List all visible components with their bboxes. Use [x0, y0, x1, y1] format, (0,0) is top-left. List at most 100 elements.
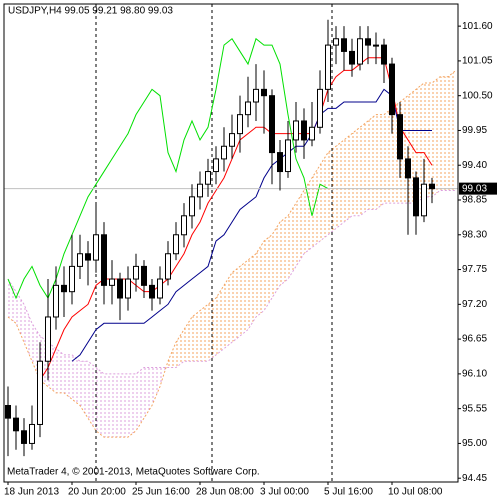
candle-body	[37, 360, 43, 425]
x-tick-label: 18 Jun 2013	[4, 487, 59, 498]
cloud-segment	[16, 291, 24, 343]
candle-body	[69, 265, 75, 293]
x-tick-label: 28 Jun 08:00	[196, 487, 254, 498]
candle-body	[381, 44, 387, 65]
cloud-segment	[360, 120, 368, 216]
y-tick-label: 100.50	[462, 90, 493, 101]
candle-body	[29, 423, 35, 444]
cloud-segment	[312, 165, 320, 248]
cloud-segment	[304, 177, 312, 254]
cloud-segment	[288, 203, 296, 280]
cloud-segment	[200, 304, 208, 362]
cloud-segment	[240, 260, 248, 336]
y-tick-label: 95.00	[462, 438, 487, 449]
candle-body	[277, 152, 283, 173]
candle-body	[205, 171, 211, 185]
candle-body	[117, 278, 123, 299]
candle-body	[365, 38, 371, 46]
cloud-segment	[256, 241, 264, 317]
cloud-segment	[216, 285, 224, 355]
candle-body	[229, 133, 235, 147]
cloud-edge	[7, 190, 456, 375]
cloud-segment	[296, 190, 304, 267]
cloud-segment	[192, 310, 200, 362]
cloud-layer	[7, 69, 457, 438]
cloud-segment	[112, 373, 120, 438]
y-tick-label: 97.20	[462, 299, 487, 310]
candle-body	[317, 88, 323, 128]
x-tick-label: 3 Jul 00:00	[260, 487, 309, 498]
candle-body	[141, 265, 147, 286]
cloud-segment	[56, 348, 64, 393]
y-tick-label: 96.65	[462, 334, 487, 345]
y-tick-label: 98.30	[462, 229, 487, 240]
y-tick-label: 95.55	[462, 403, 487, 414]
candle-body	[253, 88, 259, 103]
cloud-segment	[440, 76, 448, 191]
y-tick-label: 94.45	[462, 473, 487, 484]
cloud-segment	[352, 127, 360, 216]
candle-body	[189, 196, 195, 217]
cloud-segment	[104, 373, 112, 438]
cloud-segment	[320, 152, 328, 242]
footer: MetaTrader 4, © 2001-2013, MetaQuotes So…	[7, 467, 260, 478]
candle-body	[53, 284, 59, 318]
y-tick-label: 101.60	[462, 21, 493, 32]
y-tick-label: 101.05	[462, 56, 493, 67]
candle-body	[421, 183, 427, 217]
candle-body	[109, 278, 115, 286]
cloud-segment	[384, 108, 392, 204]
cloud-segment	[224, 272, 232, 349]
candle-body	[173, 234, 179, 255]
candle-body	[221, 145, 227, 160]
cloud-segment	[184, 316, 192, 362]
cloud-segment	[264, 234, 272, 311]
cloud-segment	[344, 133, 352, 223]
cloud-segment	[416, 83, 424, 204]
cloud-segment	[120, 373, 128, 438]
y-tick-label: 97.75	[462, 264, 487, 275]
candle-body	[181, 215, 187, 236]
candle-body	[413, 177, 419, 217]
cloud-segment	[248, 253, 256, 330]
axis-layer: 101.60 101.05 100.50 99.95 99.40 98.85 98.30 97…	[4, 21, 497, 498]
indicator-line	[71, 88, 432, 362]
candle-body	[301, 120, 307, 141]
candle-body	[429, 183, 435, 190]
x-tick-label: 5 Jul 16:00	[324, 487, 373, 498]
y-tick-label: 98.85	[462, 195, 487, 206]
candle-body	[261, 88, 267, 97]
cloud-segment	[144, 367, 152, 419]
candle-body	[21, 430, 27, 444]
candle-body	[157, 278, 163, 299]
candle-body	[389, 63, 395, 116]
cloud-segment	[232, 266, 240, 343]
cloud-segment	[128, 373, 136, 438]
y-tick-label: 96.10	[462, 369, 487, 380]
candle-body	[397, 114, 403, 160]
candle-body	[165, 253, 171, 280]
candle-body	[293, 120, 299, 141]
candle-body	[245, 101, 251, 116]
candle-body	[349, 50, 355, 65]
candle-body	[373, 44, 379, 47]
candle-body	[93, 234, 99, 261]
plot-border	[3, 3, 459, 483]
cloud-segment	[336, 139, 344, 229]
candle-body	[61, 284, 67, 293]
cloud-segment	[280, 215, 288, 286]
x-tick-label: 10 Jul 08:00	[388, 487, 443, 498]
cloud-segment	[8, 279, 16, 324]
cloud-segment	[168, 342, 176, 368]
chart-title: USDJPY,H4 99.05 99.21 98.80 99.03	[8, 6, 173, 17]
cloud-segment	[152, 367, 160, 406]
candle-body	[285, 139, 291, 173]
candle-body	[213, 158, 219, 173]
candle-body	[101, 234, 107, 286]
candle-body	[197, 183, 203, 198]
candle-body	[149, 284, 155, 299]
candle-body	[357, 38, 363, 65]
cloud-segment	[272, 222, 280, 299]
cloud-segment	[80, 361, 88, 419]
